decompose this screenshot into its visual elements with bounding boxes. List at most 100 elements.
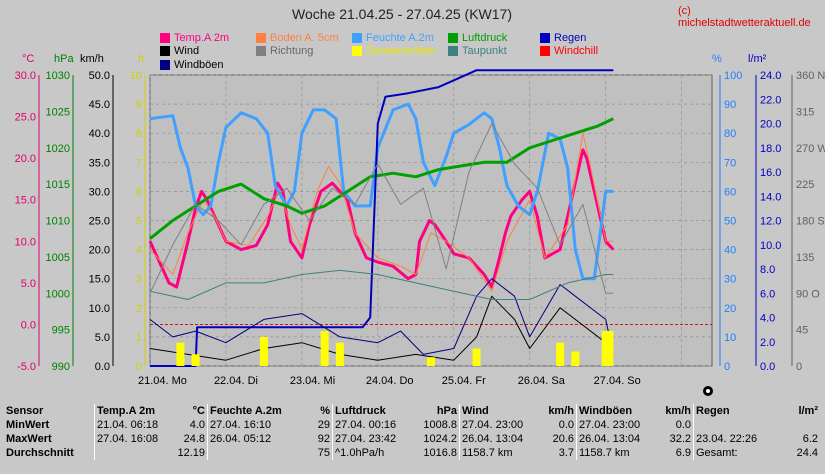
tick-label-temp: 0.0	[21, 319, 36, 331]
legend-swatch	[256, 46, 266, 56]
weather-chart: 30.025.020.015.010.05.00.0-5.01030102510…	[15, 53, 825, 396]
stats-cell: 92	[317, 433, 330, 445]
legend-item: Windböen	[160, 59, 224, 71]
tick-label-temp: 25.0	[15, 112, 36, 124]
stats-cell: Feuchte A.2m	[207, 404, 294, 418]
stats-cell: Gesamt:	[693, 446, 784, 460]
legend-label: Wind	[174, 45, 200, 57]
x-tick-label: 27.04. So	[594, 375, 641, 387]
tick-label-wind: 10.0	[89, 303, 110, 315]
stats-row: Sensor Temp.A 2m °C Feuchte A.2m% Luftdruck h…	[4, 404, 820, 418]
stats-cell: 0.0	[675, 419, 691, 431]
legend-label: Sonnenschein	[366, 45, 436, 57]
stats-cell: hPa	[436, 405, 457, 417]
tick-label-wind: 50.0	[89, 70, 110, 82]
legend-swatch	[540, 33, 550, 43]
tick-label-hum: 70	[724, 157, 736, 169]
stats-cell: 23.04. 22:26	[693, 432, 784, 446]
legend-item: Boden A. 5cm	[256, 32, 339, 44]
series-line-taupunkt	[149, 269, 614, 300]
stats-cell: 27.04. 16:08	[94, 432, 169, 446]
tick-label-rain: 6.0	[760, 288, 775, 300]
x-tick-label: 24.04. Do	[366, 375, 414, 387]
stats-cell: 21.04. 06:18	[94, 418, 169, 432]
tick-label-press: 1015	[46, 179, 70, 191]
legend-item: Windchill	[540, 45, 598, 57]
legend-item: Luftdruck	[448, 32, 507, 44]
legend-label: Windchill	[554, 45, 599, 57]
tick-label-wind: 20.0	[89, 245, 110, 257]
legend-label: Taupunkt	[462, 45, 507, 57]
stats-cell: 29	[317, 419, 330, 431]
tick-label-rain: 22.0	[760, 94, 781, 106]
tick-label-hum: 90	[724, 99, 736, 111]
series-line-wind	[149, 295, 614, 361]
tick-label-dir: 45	[796, 325, 808, 337]
stats-cell	[94, 446, 169, 460]
tick-label-rain: 12.0	[760, 216, 781, 228]
tick-label-press: 1010	[46, 216, 70, 228]
stats-cell: Windböen	[576, 404, 653, 418]
series-line-windb-en	[149, 278, 614, 355]
stats-cell: 1016.8	[423, 447, 457, 459]
tick-label-dir: 90 O	[796, 288, 820, 300]
stats-cell: 27.04. 00:16	[332, 418, 419, 432]
tick-label-sun: 10	[130, 70, 142, 82]
tick-label-rain: 10.0	[760, 240, 781, 252]
tick-label-sun: 5	[136, 216, 142, 228]
series-line-regen	[150, 69, 614, 367]
stats-cell: Wind	[459, 404, 536, 418]
tick-label-sun: 2	[136, 303, 142, 315]
legend-label: Feuchte A.2m	[366, 32, 434, 44]
tick-label-rain: 16.0	[760, 167, 781, 179]
stats-cell: 27.04. 23:00	[459, 418, 536, 432]
axis-title-temp: °C	[22, 53, 34, 65]
sunshine-bar	[605, 331, 614, 366]
tick-label-press: 1025	[46, 106, 70, 118]
tick-label-rain: 18.0	[760, 143, 781, 155]
axis-title-hum: %	[712, 53, 722, 65]
legend-item: Sonnenschein	[352, 45, 436, 57]
tick-label-press: 1030	[46, 70, 70, 82]
tick-label-hum: 20	[724, 303, 736, 315]
tick-label-temp: 30.0	[15, 70, 36, 82]
legend-label: Temp.A 2m	[174, 32, 230, 44]
stats-cell: 24.8	[183, 433, 205, 445]
stats-cell: MaxWert	[6, 433, 52, 445]
stats-cell: Regen	[693, 404, 784, 418]
legend-swatch	[160, 60, 170, 70]
series-line-richtung	[149, 123, 614, 294]
tick-label-hum: 10	[724, 332, 736, 344]
tick-label-hum: 100	[724, 70, 742, 82]
tick-label-wind: 30.0	[89, 186, 110, 198]
tick-label-hum: 0	[724, 361, 730, 373]
stats-row: MaxWert 27.04. 16:08 24.8 26.04. 05:12 92 27.…	[4, 432, 820, 446]
stats-cell: 3.7	[558, 447, 574, 459]
tick-label-dir: 270 W	[796, 143, 825, 155]
x-tick-label: 21.04. Mo	[138, 375, 187, 387]
stats-cell: Durchschnitt	[6, 447, 74, 459]
tick-label-temp: 5.0	[21, 278, 36, 290]
tick-label-sun: 0	[136, 361, 142, 373]
legend-item: Richtung	[256, 45, 313, 57]
tick-label-wind: 35.0	[89, 157, 110, 169]
tick-label-wind: 5.0	[95, 332, 110, 344]
legend-item: Feuchte A.2m	[352, 32, 434, 44]
stats-cell	[784, 418, 820, 432]
legend-label: Boden A. 5cm	[270, 32, 339, 44]
sunshine-bar	[427, 357, 435, 366]
legend-label: Regen	[554, 32, 587, 44]
sunshine-bar	[472, 348, 481, 366]
tick-label-dir: 315	[796, 106, 814, 118]
tick-label-hum: 50	[724, 216, 736, 228]
stats-cell: 1158.7 km	[459, 446, 536, 460]
tick-label-press: 995	[52, 325, 70, 337]
tick-label-dir: 180 S	[796, 216, 825, 228]
legend-item: Wind	[160, 45, 199, 57]
tick-label-rain: 20.0	[760, 119, 781, 131]
tick-label-dir: 0	[796, 361, 802, 373]
legend-item: Taupunkt	[448, 45, 507, 57]
chart-title: Woche 21.04.25 - 27.04.25 (KW17)	[292, 6, 512, 22]
legend-item: Temp.A 2m	[160, 32, 229, 44]
tick-label-sun: 6	[136, 186, 142, 198]
